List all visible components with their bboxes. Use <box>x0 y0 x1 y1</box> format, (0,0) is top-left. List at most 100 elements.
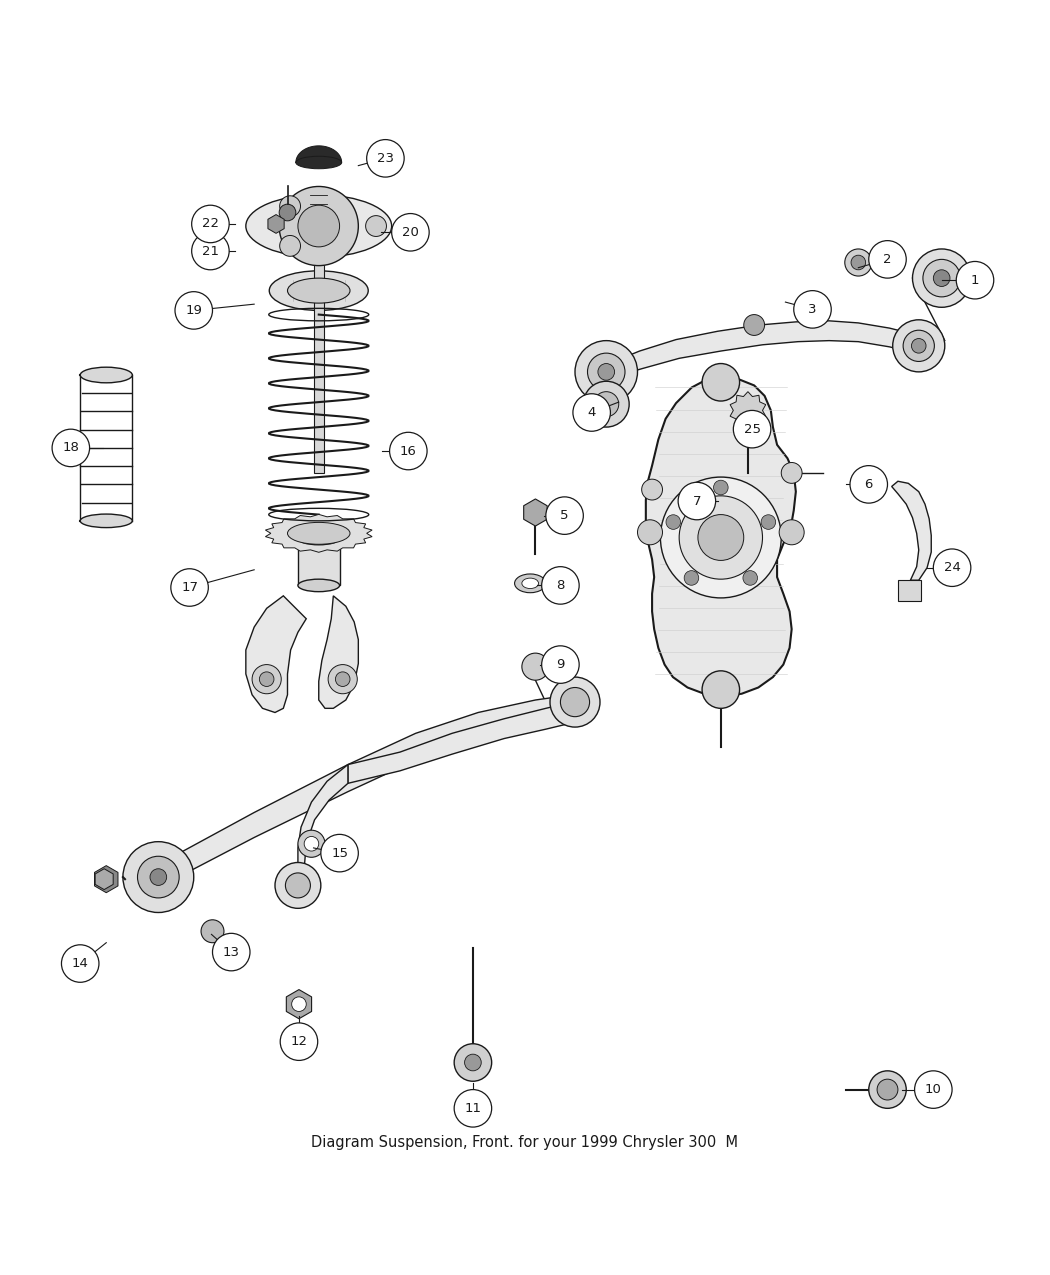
Circle shape <box>573 394 610 431</box>
Circle shape <box>868 241 906 278</box>
Circle shape <box>575 340 637 403</box>
Text: 15: 15 <box>331 847 349 859</box>
Circle shape <box>637 520 663 544</box>
Circle shape <box>62 945 99 982</box>
Text: 25: 25 <box>743 423 760 436</box>
Circle shape <box>702 671 739 709</box>
Circle shape <box>175 292 212 329</box>
Text: 5: 5 <box>561 509 569 523</box>
Bar <box>298 538 339 585</box>
Ellipse shape <box>298 579 339 592</box>
Polygon shape <box>606 321 919 379</box>
Polygon shape <box>96 868 113 890</box>
Circle shape <box>392 213 429 251</box>
Circle shape <box>546 497 584 534</box>
Circle shape <box>212 933 250 970</box>
Circle shape <box>279 236 300 256</box>
Text: 21: 21 <box>202 245 218 258</box>
Circle shape <box>335 672 350 686</box>
Text: 18: 18 <box>62 441 79 454</box>
Circle shape <box>923 259 961 297</box>
Text: 16: 16 <box>400 445 417 458</box>
Circle shape <box>868 1071 906 1108</box>
Text: 22: 22 <box>202 218 218 231</box>
Circle shape <box>597 363 614 380</box>
Text: 1: 1 <box>971 274 980 287</box>
Ellipse shape <box>298 532 339 544</box>
Circle shape <box>957 261 993 298</box>
Circle shape <box>660 477 781 598</box>
Polygon shape <box>287 989 312 1019</box>
Polygon shape <box>266 514 372 552</box>
Polygon shape <box>319 595 358 709</box>
Circle shape <box>588 353 625 390</box>
Circle shape <box>455 1044 491 1081</box>
Circle shape <box>279 196 300 217</box>
Bar <box>314 190 324 473</box>
Text: 13: 13 <box>223 946 239 959</box>
Polygon shape <box>730 391 765 430</box>
Circle shape <box>678 482 716 520</box>
Circle shape <box>781 463 802 483</box>
Circle shape <box>685 571 698 585</box>
Circle shape <box>666 515 680 529</box>
Circle shape <box>593 391 618 417</box>
Polygon shape <box>246 595 307 713</box>
Polygon shape <box>298 765 348 887</box>
Circle shape <box>679 496 762 579</box>
Circle shape <box>304 836 319 850</box>
Polygon shape <box>524 499 547 527</box>
Circle shape <box>794 291 832 328</box>
Circle shape <box>761 515 776 529</box>
Ellipse shape <box>288 278 350 303</box>
Text: 17: 17 <box>181 581 198 594</box>
Circle shape <box>561 687 590 717</box>
Circle shape <box>298 205 339 247</box>
Circle shape <box>892 320 945 372</box>
Circle shape <box>850 465 887 504</box>
Ellipse shape <box>80 514 132 528</box>
Text: 8: 8 <box>556 579 565 592</box>
Circle shape <box>390 432 427 469</box>
Polygon shape <box>348 703 572 783</box>
Ellipse shape <box>514 574 546 593</box>
Circle shape <box>542 566 580 604</box>
Text: 9: 9 <box>556 658 565 671</box>
Circle shape <box>201 919 224 942</box>
Text: 23: 23 <box>377 152 394 164</box>
Circle shape <box>280 1023 318 1061</box>
Circle shape <box>698 515 743 561</box>
Text: 7: 7 <box>693 495 701 507</box>
Polygon shape <box>646 377 796 696</box>
Circle shape <box>911 339 926 353</box>
Polygon shape <box>296 145 341 162</box>
Circle shape <box>642 479 663 500</box>
Circle shape <box>877 1079 898 1100</box>
Polygon shape <box>891 481 931 580</box>
Circle shape <box>903 330 934 361</box>
Circle shape <box>743 571 757 585</box>
Circle shape <box>252 664 281 694</box>
Ellipse shape <box>296 157 341 168</box>
Circle shape <box>542 646 580 683</box>
Circle shape <box>733 411 771 448</box>
Circle shape <box>464 1054 481 1071</box>
Circle shape <box>912 249 971 307</box>
Circle shape <box>714 481 728 495</box>
Circle shape <box>779 520 804 544</box>
Ellipse shape <box>80 367 132 382</box>
Circle shape <box>933 270 950 287</box>
Circle shape <box>286 873 311 898</box>
Ellipse shape <box>269 270 369 310</box>
Text: 24: 24 <box>944 561 961 574</box>
Circle shape <box>279 186 358 265</box>
Circle shape <box>192 205 229 242</box>
Text: 3: 3 <box>808 303 817 316</box>
Circle shape <box>52 430 89 467</box>
Ellipse shape <box>288 523 350 544</box>
Circle shape <box>171 569 208 606</box>
Circle shape <box>366 139 404 177</box>
Circle shape <box>259 672 274 686</box>
Circle shape <box>192 232 229 270</box>
Text: 11: 11 <box>464 1102 481 1114</box>
